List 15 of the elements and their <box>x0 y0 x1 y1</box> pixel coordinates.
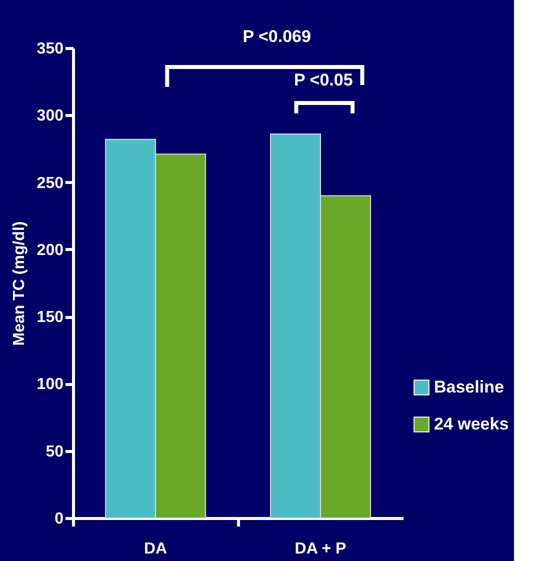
y-tick-label: 50 <box>46 443 64 460</box>
y-tick-label: 300 <box>36 108 64 125</box>
x-tick-label: DA <box>144 540 168 558</box>
legend-label: 24 weeks <box>434 414 509 434</box>
y-tick-label: 0 <box>54 510 64 528</box>
y-tick-label: 100 <box>36 376 64 394</box>
y-tick-label: 350 <box>36 40 64 58</box>
y-tick-label: 200 <box>36 242 64 259</box>
y-tick-label: 150 <box>36 309 64 326</box>
legend-label: Baseline <box>434 378 504 396</box>
y-axis-title: Mean TC (mg/dl) <box>10 221 28 346</box>
x-tick-label: DA + P <box>294 540 347 558</box>
annotation: P <0.05 <box>294 70 353 90</box>
text: P <0.069 <box>242 27 311 46</box>
y-tick-label: 250 <box>36 174 64 192</box>
